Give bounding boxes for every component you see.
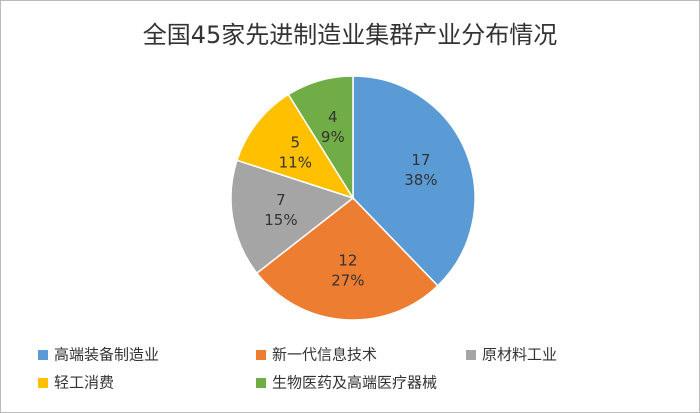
legend-label: 新一代信息技术 [272,346,377,364]
legend-swatch [38,350,48,360]
data-label-percent: 9% [321,128,345,146]
data-label-value: 5 [291,133,301,151]
legend-swatch [256,378,266,388]
data-label-percent: 15% [264,211,297,229]
data-label-value: 4 [328,108,338,126]
legend-swatch [466,350,476,360]
data-label-value: 17 [411,151,430,169]
pie-slice [352,75,476,287]
data-label-value: 12 [338,252,357,270]
legend-swatch [256,350,266,360]
pie-slice [236,93,355,200]
legend-label: 原材料工业 [482,346,557,364]
legend-label: 高端装备制造业 [54,346,159,364]
legend-label: 生物医药及高端医疗器械 [272,374,437,392]
data-label-percent: 11% [279,153,312,171]
legend-swatch [38,378,48,388]
data-label-value: 7 [276,191,286,209]
legend-label: 轻工消费 [54,374,114,392]
data-label-percent: 27% [331,272,364,290]
pie-slice [287,75,354,201]
data-label-percent: 38% [404,171,437,189]
chart-title: 全国45家先进制造业集群产业分布情况 [143,21,558,49]
pie-slice [255,196,439,321]
